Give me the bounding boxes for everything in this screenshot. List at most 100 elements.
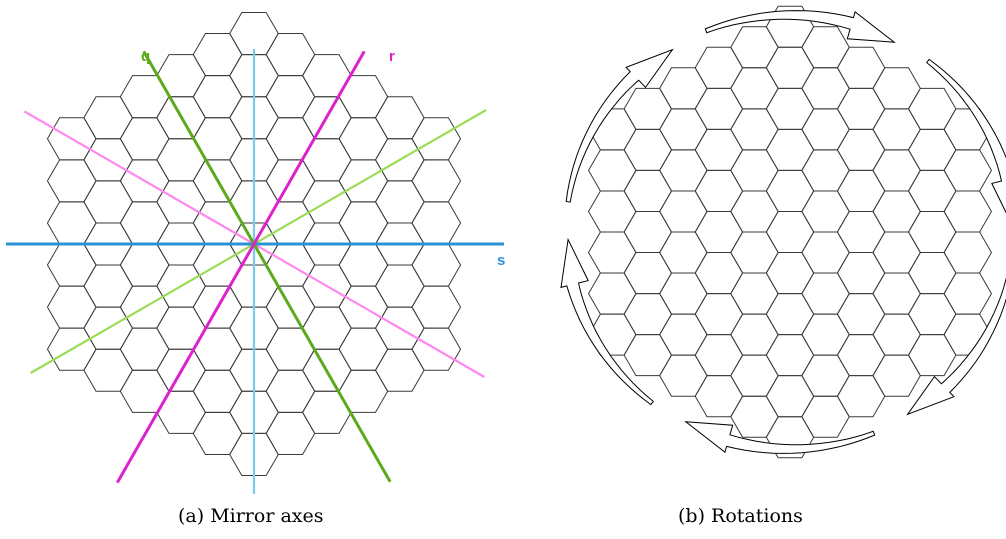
hex-cell [374, 180, 425, 224]
hex-cell [765, 210, 815, 254]
hex-cell [694, 252, 744, 295]
hex-cell [302, 390, 352, 434]
hex-cell [694, 293, 744, 336]
hex-cell [587, 190, 637, 233]
rotation-arrow [560, 237, 654, 406]
panel-rotations [560, 5, 1006, 459]
hex-cell [801, 67, 850, 110]
rotation-arrow [906, 277, 1006, 416]
hex-cell [265, 411, 316, 455]
rotation-arrows [560, 10, 1006, 454]
hex-cell [265, 369, 316, 413]
hex-cell [338, 243, 389, 287]
hex-cell [730, 67, 779, 110]
hex-cell [801, 190, 850, 233]
hex-cell [623, 293, 673, 336]
hex-cell [659, 272, 708, 315]
hex-cell [801, 272, 850, 315]
hex-cell [730, 272, 779, 315]
hex-cell [872, 190, 921, 233]
hex-cell [411, 243, 462, 287]
axis-r [115, 50, 366, 484]
hex-cell [765, 293, 815, 336]
hex-cell [659, 231, 708, 274]
hex-cell [192, 369, 243, 413]
hex-cell [836, 128, 886, 171]
hex-cell [907, 293, 957, 336]
axis-label-r: r [389, 48, 395, 65]
hex-cell [730, 26, 779, 69]
hex-cell [411, 201, 462, 245]
hex-cell [46, 285, 97, 329]
hex-cell [411, 285, 462, 329]
hex-cell [943, 149, 993, 192]
caption-rotations: (b) Rotations [678, 505, 803, 527]
hex-cell [265, 33, 316, 77]
hex-cell [765, 169, 815, 212]
hex-cell [765, 334, 815, 377]
hex-cell [765, 46, 815, 89]
axis-q-secondary [30, 109, 487, 374]
hex-cell [943, 231, 993, 274]
hex-cell [872, 231, 921, 274]
hex-cell [872, 354, 921, 397]
hex-cell [659, 149, 708, 192]
hex-cell [374, 264, 425, 308]
hex-cell [836, 46, 886, 89]
hex-grid [587, 5, 993, 459]
hex-cell [801, 231, 850, 274]
hex-cell [836, 87, 886, 130]
hex-cell [765, 87, 815, 130]
hex-cell [730, 354, 779, 397]
hex-cell [411, 159, 462, 203]
hex-cell [872, 272, 921, 315]
hex-cell [730, 149, 779, 192]
hex-cell [659, 313, 708, 356]
hex-cell [765, 128, 815, 171]
rotation-arrow [565, 48, 674, 203]
hex-cell [836, 169, 886, 212]
hex-cell [119, 327, 170, 371]
hex-cell [46, 159, 97, 203]
hex-cell [46, 201, 97, 245]
hex-cell [83, 180, 134, 224]
panel-mirror-axes: q r s [6, 12, 505, 494]
hex-cell [623, 334, 673, 377]
hex-cell [192, 411, 243, 455]
hex-cell [943, 190, 993, 233]
hex-cell [943, 272, 993, 315]
hex-cell [83, 348, 134, 392]
rotation-arrow [684, 421, 876, 454]
hex-cell [730, 313, 779, 356]
hex-cell [623, 87, 673, 130]
hex-cell [694, 210, 744, 254]
hex-cell [907, 334, 957, 377]
hex-cell [907, 87, 957, 130]
hex-cell [694, 375, 744, 418]
hex-cell [623, 252, 673, 295]
hex-cell [229, 12, 279, 56]
hex-cell [192, 33, 243, 77]
hex-cell [156, 54, 206, 98]
hex-cell [587, 231, 637, 274]
hex-cell [587, 272, 637, 315]
hex-cell [872, 67, 921, 110]
hex-cell [156, 390, 206, 434]
hex-cell [765, 375, 815, 418]
hex-cell [659, 190, 708, 233]
hex-cell [119, 243, 170, 287]
hex-cell [694, 334, 744, 377]
hex-cell [119, 201, 170, 245]
hex-cell [623, 169, 673, 212]
hex-cell [374, 96, 425, 140]
hex-cell [730, 231, 779, 274]
hex-cell [730, 108, 779, 151]
hex-cell [801, 108, 850, 151]
hex-cell [659, 67, 708, 110]
hex-cell [83, 264, 134, 308]
rotation-arrow [926, 58, 1006, 214]
hex-cell [872, 313, 921, 356]
hex-cell [623, 210, 673, 254]
hex-cell [765, 252, 815, 295]
